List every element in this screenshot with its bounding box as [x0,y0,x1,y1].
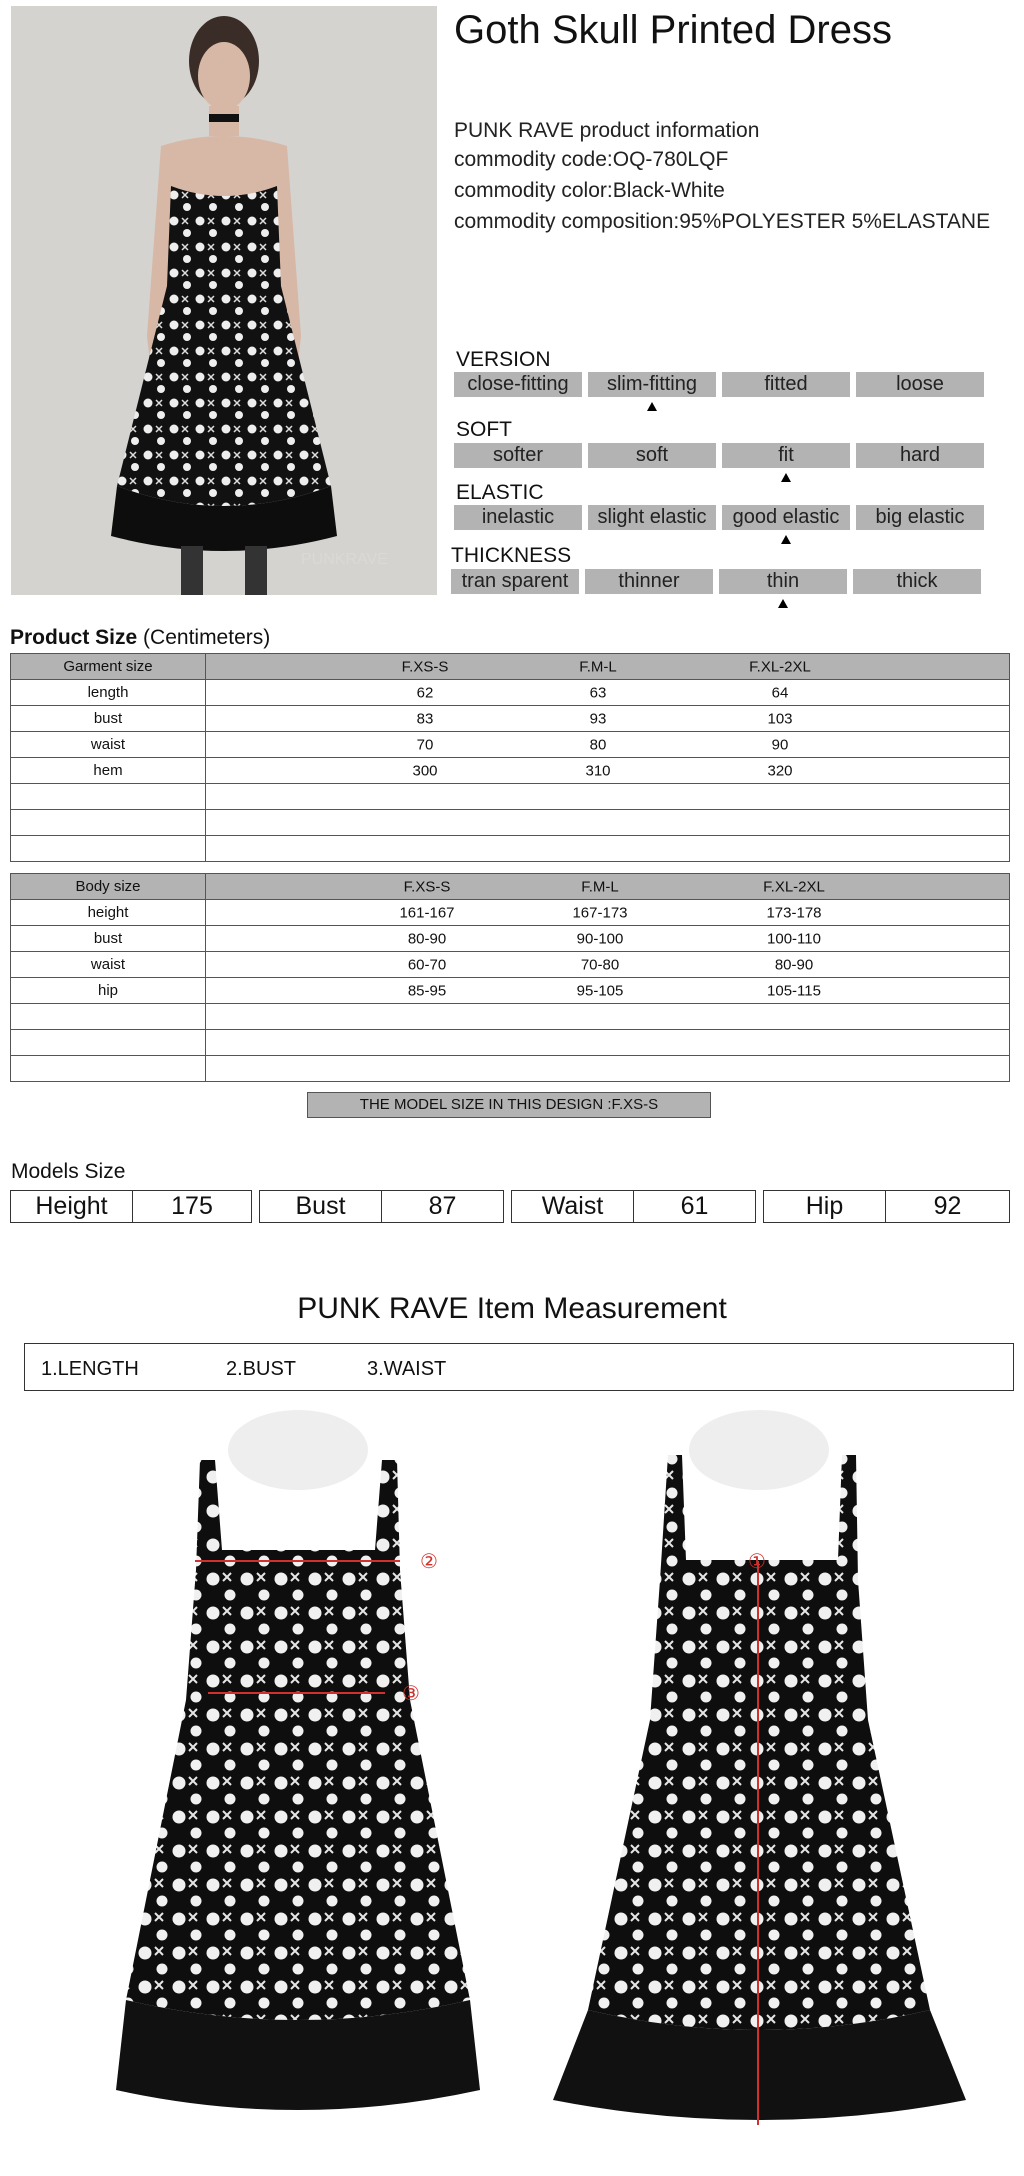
rating-option: fitted [722,372,850,397]
table-row: hem 300 310 320 [10,757,1010,784]
commodity-color: commodity color:Black-White [454,179,725,202]
empty-row [10,1029,1010,1056]
measurement-title: PUNK RAVE Item Measurement [297,1292,727,1325]
model-measure: Height 175 [10,1190,252,1223]
selected-marker-icon [647,402,657,411]
rating-option: inelastic [454,505,582,530]
garment-size-table: Garment size F.XS-S F.M-L F.XL-2XL length 62 6… [10,653,1010,862]
rating-option: thin [719,569,847,608]
model-photo: PUNKRAVE [11,6,437,595]
table-row: Body size F.XS-S F.M-L F.XL-2XL [10,873,1010,900]
selected-marker-icon [781,535,791,544]
rating-option: hard [856,443,984,468]
body-size-table: Body size F.XS-S F.M-L F.XL-2XL height 161-16… [10,873,1010,1082]
legend-bust: 2.BUST [226,1358,297,1380]
table-row: length 62 63 64 [10,679,1010,706]
rating-option: fit [722,443,850,482]
table-row: height 161-167 167-173 173-178 [10,899,1010,926]
selected-marker-icon [778,599,788,608]
rating-label: SOFT [456,418,512,441]
model-measure: Bust 87 [259,1190,504,1223]
rating-label: THICKNESS [451,544,572,567]
measurement-photos: ② ③ ① [116,1410,966,2125]
rating-option: loose [856,372,984,397]
empty-row [10,783,1010,810]
marker-bust: ② [420,1551,438,1573]
rating-option: softer [454,443,582,468]
rating-option: slight elastic [588,505,716,530]
measurement-legend: 1.LENGTH 2.BUST 3.WAIST [24,1343,1014,1391]
rating-label: ELASTIC [456,481,544,504]
selected-marker-icon [781,473,791,482]
table-row: waist 70 80 90 [10,731,1010,758]
marker-length: ① [748,1551,766,1573]
product-size-title: Product Size (Centimeters) [10,626,271,649]
empty-row [10,1055,1010,1082]
table-row: bust 80-90 90-100 100-110 [10,925,1010,952]
watermark: PUNKRAVE [301,551,388,568]
legend-length: 1.LENGTH [41,1358,139,1380]
rating-bar: softer soft fit hard [454,443,984,482]
model-size-note: THE MODEL SIZE IN THIS DESIGN :F.XS-S [307,1092,711,1118]
rating-label: VERSION [456,348,551,371]
rating-option: good elastic [722,505,850,544]
rating-option: slim-fitting [588,372,716,411]
table-row: waist 60-70 70-80 80-90 [10,951,1010,978]
table-row: Garment size F.XS-S F.M-L F.XL-2XL [10,653,1010,680]
empty-row [10,835,1010,862]
commodity-composition: commodity composition:95%POLYESTER 5%ELA… [454,210,991,233]
rating-bar: tran sparent thinner thin thick [451,569,981,608]
product-title: Goth Skull Printed Dress [454,8,892,52]
models-size-title: Models Size [11,1160,126,1183]
empty-row [10,809,1010,836]
rating-bar: inelastic slight elastic good elastic big e… [454,505,984,544]
commodity-code: commodity code:OQ-780LQF [454,148,729,171]
rating-option: close-fitting [454,372,582,397]
rating-option: thinner [585,569,713,594]
empty-row [10,1003,1010,1030]
rating-option: tran sparent [451,569,579,594]
back-dress-image [553,1410,966,2120]
table-row: bust 83 93 103 [10,705,1010,732]
model-measure: Waist 61 [511,1190,756,1223]
model-measure: Hip 92 [763,1190,1010,1223]
brand-info: PUNK RAVE product information [454,119,760,142]
legend-waist: 3.WAIST [367,1358,447,1380]
rating-option: big elastic [856,505,984,530]
rating-option: soft [588,443,716,468]
front-dress-image [116,1410,480,2110]
table-row: hip 85-95 95-105 105-115 [10,977,1010,1004]
rating-option: thick [853,569,981,594]
marker-waist: ③ [402,1683,420,1705]
rating-bar: close-fitting slim-fitting fitted loose [454,372,984,411]
